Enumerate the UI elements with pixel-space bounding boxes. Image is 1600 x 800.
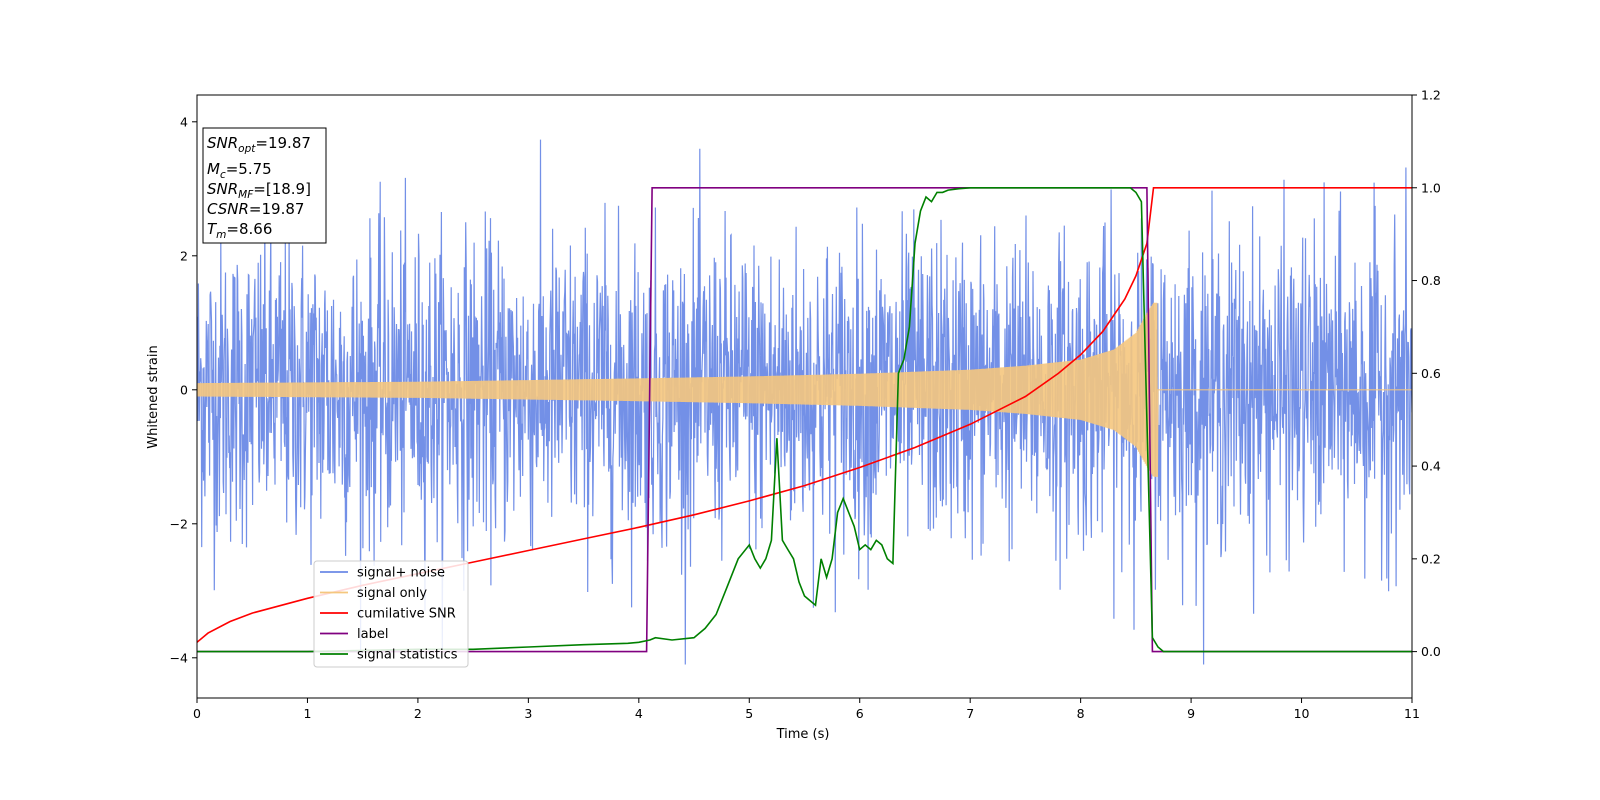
info-box: SNRopt=19.87 Mc=5.75 SNRMF=[18.9] CSNR=1… (202, 127, 327, 244)
info-snr-mf-sub: MF (238, 189, 254, 201)
info-snr-opt: SNRopt=19.87 (207, 134, 311, 155)
y-left-tick-label: 2 (180, 248, 188, 263)
legend-label: signal+ noise (357, 566, 445, 581)
info-snr-opt-sub: opt (238, 143, 256, 155)
y-axis-left: −4 −2 0 2 4 (170, 114, 197, 665)
x-tick-label: 5 (745, 706, 753, 721)
y-right-tick-label: 0.8 (1421, 273, 1441, 288)
y-axis-label: Whitened strain (146, 345, 161, 448)
y-left-tick-label: −4 (170, 650, 188, 665)
info-tm-sub: m (216, 229, 226, 241)
y-left-tick-label: 4 (180, 114, 188, 129)
info-snr-mf-value: =[18.9] (253, 180, 311, 198)
y-right-tick-label: 0.4 (1421, 459, 1441, 474)
x-tick-label: 11 (1404, 706, 1420, 721)
x-tick-label: 4 (635, 706, 643, 721)
info-mc-label: M (207, 160, 220, 178)
y-left-tick-label: 0 (180, 382, 188, 397)
signal-only-line (197, 302, 1412, 477)
info-mc-sub: c (220, 169, 226, 181)
y-right-tick-label: 0.6 (1421, 366, 1441, 381)
legend-frame (313, 560, 469, 668)
x-tick-label: 10 (1294, 706, 1310, 721)
info-csnr-label: CSNR (207, 200, 249, 218)
x-axis: 0 1 2 3 4 5 6 7 8 9 10 11 (193, 698, 1420, 721)
x-tick-label: 9 (1187, 706, 1195, 721)
info-snr-mf-label: SNR (207, 180, 238, 198)
legend-label: cumilative SNR (357, 607, 456, 622)
signal-statistics-line (197, 187, 1412, 653)
info-snr-mf: SNRMF=[18.9] (207, 180, 311, 201)
legend-label: signal statistics (357, 648, 458, 663)
plot-frame (196, 94, 1413, 699)
info-mc: Mc=5.75 (207, 160, 272, 181)
y-right-tick-label: 1.0 (1421, 180, 1441, 195)
y-right-tick-label: 0.0 (1421, 644, 1441, 659)
x-tick-label: 3 (524, 706, 532, 721)
info-tm-value: =8.66 (226, 220, 272, 238)
info-box-frame (202, 127, 327, 244)
legend: signal+ noise signal only cumilative SNR la… (313, 560, 469, 668)
y-left-tick-label: −2 (170, 516, 188, 531)
x-tick-label: 8 (1077, 706, 1085, 721)
info-snr-opt-label: SNR (207, 134, 238, 152)
legend-label: signal only (357, 586, 427, 601)
x-tick-label: 6 (856, 706, 864, 721)
info-mc-value: =5.75 (226, 160, 272, 178)
info-tm: Tm=8.66 (207, 220, 272, 241)
info-tm-label: T (207, 220, 218, 238)
x-tick-label: 0 (193, 706, 201, 721)
x-tick-label: 7 (966, 706, 974, 721)
x-tick-label: 1 (303, 706, 311, 721)
series-signal-only (197, 302, 1412, 477)
y-right-tick-label: 1.2 (1421, 88, 1441, 103)
y-axis-right: 0.0 0.2 0.4 0.6 0.8 1.0 1.2 (1412, 88, 1441, 659)
info-csnr-value: =19.87 (249, 200, 305, 218)
legend-label: label (357, 627, 388, 642)
info-csnr: CSNR=19.87 (207, 200, 304, 218)
x-axis-label: Time (s) (776, 727, 830, 742)
x-tick-label: 2 (414, 706, 422, 721)
y-right-tick-label: 0.2 (1421, 551, 1441, 566)
info-snr-opt-value: =19.87 (255, 134, 311, 152)
